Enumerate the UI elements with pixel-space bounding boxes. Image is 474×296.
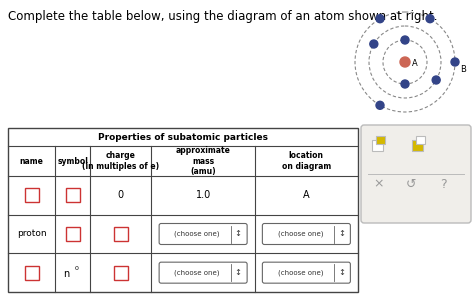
Text: location
on diagram: location on diagram [282,151,331,171]
Circle shape [400,57,410,67]
Circle shape [401,80,409,88]
Text: ↕: ↕ [235,229,242,239]
FancyBboxPatch shape [159,223,247,244]
Text: proton: proton [17,229,46,239]
Text: B: B [460,65,466,75]
Circle shape [432,76,440,84]
FancyBboxPatch shape [263,262,350,283]
Bar [372,140,383,151]
Text: ↕: ↕ [338,229,345,239]
Text: symbol: symbol [57,157,88,165]
Text: 0: 0 [75,266,79,271]
FancyBboxPatch shape [361,125,471,223]
Text: (choose one): (choose one) [174,231,220,237]
Circle shape [401,36,409,44]
FancyBboxPatch shape [263,223,350,244]
Text: Complete the table below, using the diagram of an atom shown at right.: Complete the table below, using the diag… [8,10,438,23]
Bar [66,227,80,241]
Text: (choose one): (choose one) [278,269,323,276]
Text: Properties of subatomic particles: Properties of subatomic particles [98,133,268,141]
Text: n: n [64,269,70,279]
FancyBboxPatch shape [159,262,247,283]
Text: name: name [20,157,44,165]
Text: A: A [412,59,418,67]
Circle shape [376,101,384,109]
Text: ×: × [374,178,384,191]
Text: (choose one): (choose one) [174,269,220,276]
Bar [376,136,385,144]
Circle shape [451,58,459,66]
Bar [416,136,425,144]
Bar [412,140,423,151]
Text: (choose one): (choose one) [278,231,323,237]
Bar [25,266,38,280]
Bar [66,188,80,202]
Text: 0: 0 [118,190,124,200]
Bar [114,266,128,280]
Text: A: A [303,190,310,200]
Text: ?: ? [440,178,447,191]
Bar [114,227,128,241]
Circle shape [376,15,384,23]
Text: approximate
mass
(amu): approximate mass (amu) [176,146,230,176]
Text: ↕: ↕ [338,268,345,277]
Circle shape [426,15,434,23]
Circle shape [370,40,378,48]
Text: ↺: ↺ [406,178,416,191]
FancyBboxPatch shape [8,128,358,292]
Text: 1.0: 1.0 [195,190,211,200]
Text: charge
(in multiples of e): charge (in multiples of e) [82,151,159,171]
Text: ↕: ↕ [235,268,242,277]
Bar [25,188,38,202]
